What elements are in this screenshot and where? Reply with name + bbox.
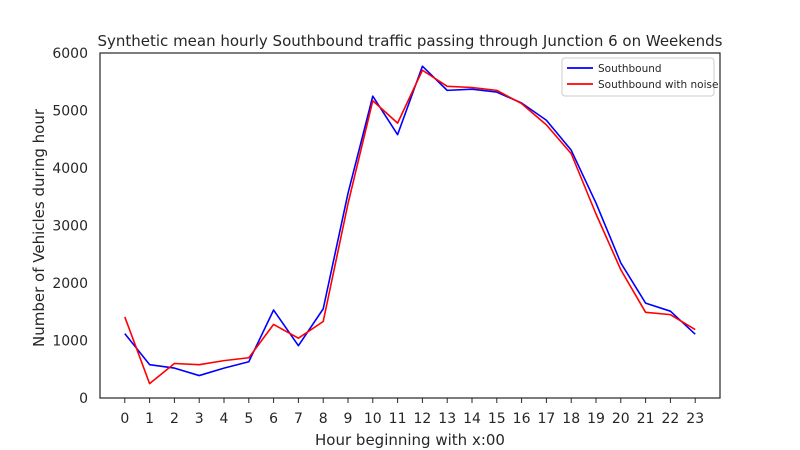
legend-box [561, 57, 715, 97]
y-tick-label: 6000 [52, 46, 88, 62]
plot-frame [99, 52, 721, 399]
x-tick-label: 13 [438, 411, 456, 427]
x-tick-label: 12 [413, 411, 431, 427]
plot-lines [124, 65, 696, 385]
x-tick-label: 2 [170, 411, 179, 427]
x-tick-label: 6 [269, 411, 278, 427]
legend: Southbound Southbound with noise [561, 57, 718, 97]
x-tick-label: 17 [537, 411, 555, 427]
x-tick-label: 23 [686, 411, 704, 427]
x-tick-label: 7 [294, 411, 303, 427]
x-tick-label: 9 [344, 411, 353, 427]
x-tick-label: 1 [145, 411, 154, 427]
x-tick-label: 20 [612, 411, 630, 427]
legend-label-1: Southbound with noise [598, 79, 718, 91]
x-tick-label: 8 [319, 411, 328, 427]
x-tick-label: 4 [220, 411, 229, 427]
x-tick-label: 19 [587, 411, 605, 427]
y-tick-label: 3000 [52, 219, 88, 235]
x-tick-label: 15 [488, 411, 506, 427]
chart-title: Synthetic mean hourly Southbound traffic… [97, 32, 722, 50]
x-tick-label: 10 [364, 411, 382, 427]
x-tick-label: 18 [562, 411, 580, 427]
x-tick-label: 3 [195, 411, 204, 427]
x-tick-label: 16 [513, 411, 531, 427]
y-tick-label: 4000 [52, 161, 88, 177]
x-axis-ticks: 0 1 2 3 4 5 6 7 8 9 10 11 12 13 14 15 16 17 18 19 20 21 22 23 [120, 398, 704, 427]
series-line-0 [124, 65, 696, 377]
y-tick-label: 2000 [52, 276, 88, 292]
x-axis-label: Hour beginning with x:00 [315, 431, 505, 449]
x-tick-label: 5 [244, 411, 253, 427]
series-line-1 [124, 69, 696, 385]
y-tick-label: 0 [79, 391, 88, 407]
x-tick-label: 22 [661, 411, 679, 427]
x-tick-label: 11 [389, 411, 407, 427]
y-axis-ticks: 0 1000 2000 3000 4000 5000 6000 [52, 46, 88, 407]
x-tick-label: 14 [463, 411, 481, 427]
y-tick-label: 5000 [52, 104, 88, 120]
x-tick-label: 21 [637, 411, 655, 427]
y-axis-label: Number of Vehicles during hour [30, 108, 48, 347]
legend-label-0: Southbound [598, 63, 662, 75]
y-tick-label: 1000 [52, 334, 88, 350]
x-tick-label: 0 [120, 411, 129, 427]
